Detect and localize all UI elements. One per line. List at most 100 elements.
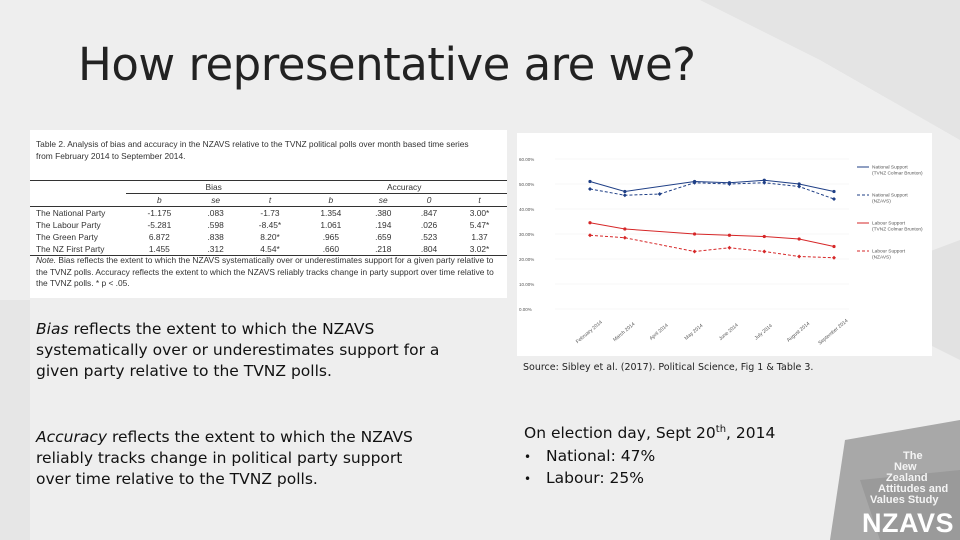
table-cell: .598 [207, 220, 224, 230]
x-tick-label: May 2014 [684, 323, 705, 342]
series-line [589, 182, 835, 200]
data-point [727, 233, 732, 237]
data-point [692, 249, 697, 254]
logo-line: The [903, 450, 923, 462]
table-cell: .083 [207, 208, 224, 218]
column-header: b [301, 193, 361, 207]
table-cell: 8.20* [260, 232, 280, 242]
data-point [797, 184, 802, 189]
table-group-header-row: Bias Accuracy [30, 180, 507, 194]
column-header: se [192, 193, 239, 207]
table-cell: 4.54* [238, 243, 302, 256]
party-name: The NZ First Party [30, 243, 126, 256]
bias-term: Bias [36, 320, 69, 338]
table-cell: .026 [420, 220, 438, 230]
column-header: t [451, 193, 507, 207]
accuracy-paragraph: Accuracy reflects the extent to which th… [36, 427, 426, 490]
bias-text: reflects the extent to which the NZAVS s… [36, 320, 440, 380]
data-point [622, 193, 627, 198]
table-cell: .218 [360, 243, 407, 256]
data-point [832, 244, 836, 249]
table-row: The Labour Party -5.281 .598 -8.45* 1.06… [30, 219, 507, 231]
y-tick-label: 10.00% [519, 282, 534, 287]
list-item-text: National: 47% [546, 447, 656, 465]
column-header: se [360, 193, 407, 207]
x-tick-label: March 2014 [612, 321, 636, 343]
data-point [797, 182, 801, 186]
x-tick-label: April 2014 [649, 323, 670, 342]
table-cell: -5.281 [147, 220, 172, 230]
bias-group-header: Bias [126, 180, 302, 194]
y-tick-label: 60.00% [519, 157, 534, 162]
y-tick-label: 0.00% [519, 307, 532, 312]
bias-accuracy-table: Bias Accuracy b se t b se 0 t The Nation… [30, 180, 507, 256]
data-point [588, 179, 592, 184]
accuracy-group-header: Accuracy [301, 180, 507, 194]
legend-label: Labour Support (NZAVS) [872, 249, 906, 261]
table-note-text: Bias reflects the extent to which the NZ… [36, 255, 494, 288]
data-point [762, 234, 766, 239]
table-cell: -8.45* [258, 220, 282, 230]
data-point [762, 180, 767, 185]
election-heading-sup: th [715, 424, 727, 435]
data-point [727, 245, 732, 250]
data-point [623, 227, 627, 231]
table-caption: Table 2. Analysis of bias and accuracy i… [36, 139, 469, 161]
table-note-label: Note. [36, 255, 57, 265]
column-header: t [238, 193, 302, 207]
bullet-icon: • [524, 450, 532, 464]
x-tick-label: July 2014 [754, 323, 774, 341]
election-results-list: • National: 47% • Labour: 25% [524, 446, 655, 490]
table-cell: 1.061 [320, 220, 342, 230]
bullet-icon: • [524, 472, 532, 486]
table-cell: .847 [420, 208, 438, 218]
table-cell: 3.02* [451, 243, 507, 256]
column-header: 0 [406, 193, 452, 207]
list-item: • Labour: 25% [524, 468, 655, 490]
table-cell: .838 [207, 232, 224, 242]
logo-line: Zealand [886, 472, 928, 484]
table-cell: -1.73 [260, 208, 280, 218]
logo-subtitle: The New Zealand Attitudes and Values Stu… [870, 451, 948, 506]
data-point [623, 189, 627, 194]
data-point [832, 197, 836, 201]
table-note: Note. Bias reflects the extent to which … [36, 255, 504, 290]
table-row: The NZ First Party 1.455 .312 4.54* .660… [30, 243, 507, 256]
election-heading-pre: On election day, Sept 20 [524, 424, 716, 443]
table-cell: .659 [375, 232, 392, 242]
x-tick-label: June 2014 [718, 322, 740, 342]
legend-label: National Support (NZAVS) [872, 193, 908, 205]
data-point [588, 221, 592, 225]
table-cell: .380 [375, 208, 392, 218]
data-point [762, 178, 766, 182]
party-name: The Green Party [36, 232, 98, 242]
table-cell: .660 [301, 243, 361, 256]
table-cell: .312 [192, 243, 239, 256]
y-tick-label: 50.00% [519, 182, 534, 187]
x-tick-label: August 2014 [786, 321, 812, 344]
logo-wordmark: NZAVS [862, 508, 955, 538]
data-point [797, 254, 802, 259]
page-title: How representative are we? [78, 38, 696, 91]
election-heading: On election day, Sept 20th, 2014 [524, 424, 775, 442]
table-cell: 1.354 [320, 208, 342, 218]
table-cell: .965 [322, 232, 339, 242]
chart-panel: 60.00% 50.00% 40.00% 30.00% 20.00% 10.00% 0.00… [517, 133, 932, 356]
y-tick-label: 30.00% [519, 232, 534, 237]
table-cell: 3.00* [469, 208, 490, 218]
election-heading-post: , 2014 [726, 424, 776, 443]
table-cell: 5.47* [469, 220, 490, 230]
data-point [762, 249, 767, 254]
accuracy-text: reflects the extent to which the NZAVS r… [36, 428, 413, 488]
table-cell: .194 [375, 220, 392, 230]
table-column-header-row: b se t b se 0 t [30, 193, 507, 207]
table-panel: Table 2. Analysis of bias and accuracy i… [30, 130, 507, 298]
line-chart: 60.00% 50.00% 40.00% 30.00% 20.00% 10.00% 0.00… [519, 157, 923, 346]
logo-line: New [894, 461, 917, 473]
table-cell: 1.455 [126, 243, 193, 256]
table-cell: -1.175 [147, 208, 172, 218]
logo-line: Attitudes and [878, 483, 949, 495]
data-point [588, 187, 592, 191]
table-cell: .523 [420, 232, 438, 242]
column-header: b [126, 193, 193, 207]
